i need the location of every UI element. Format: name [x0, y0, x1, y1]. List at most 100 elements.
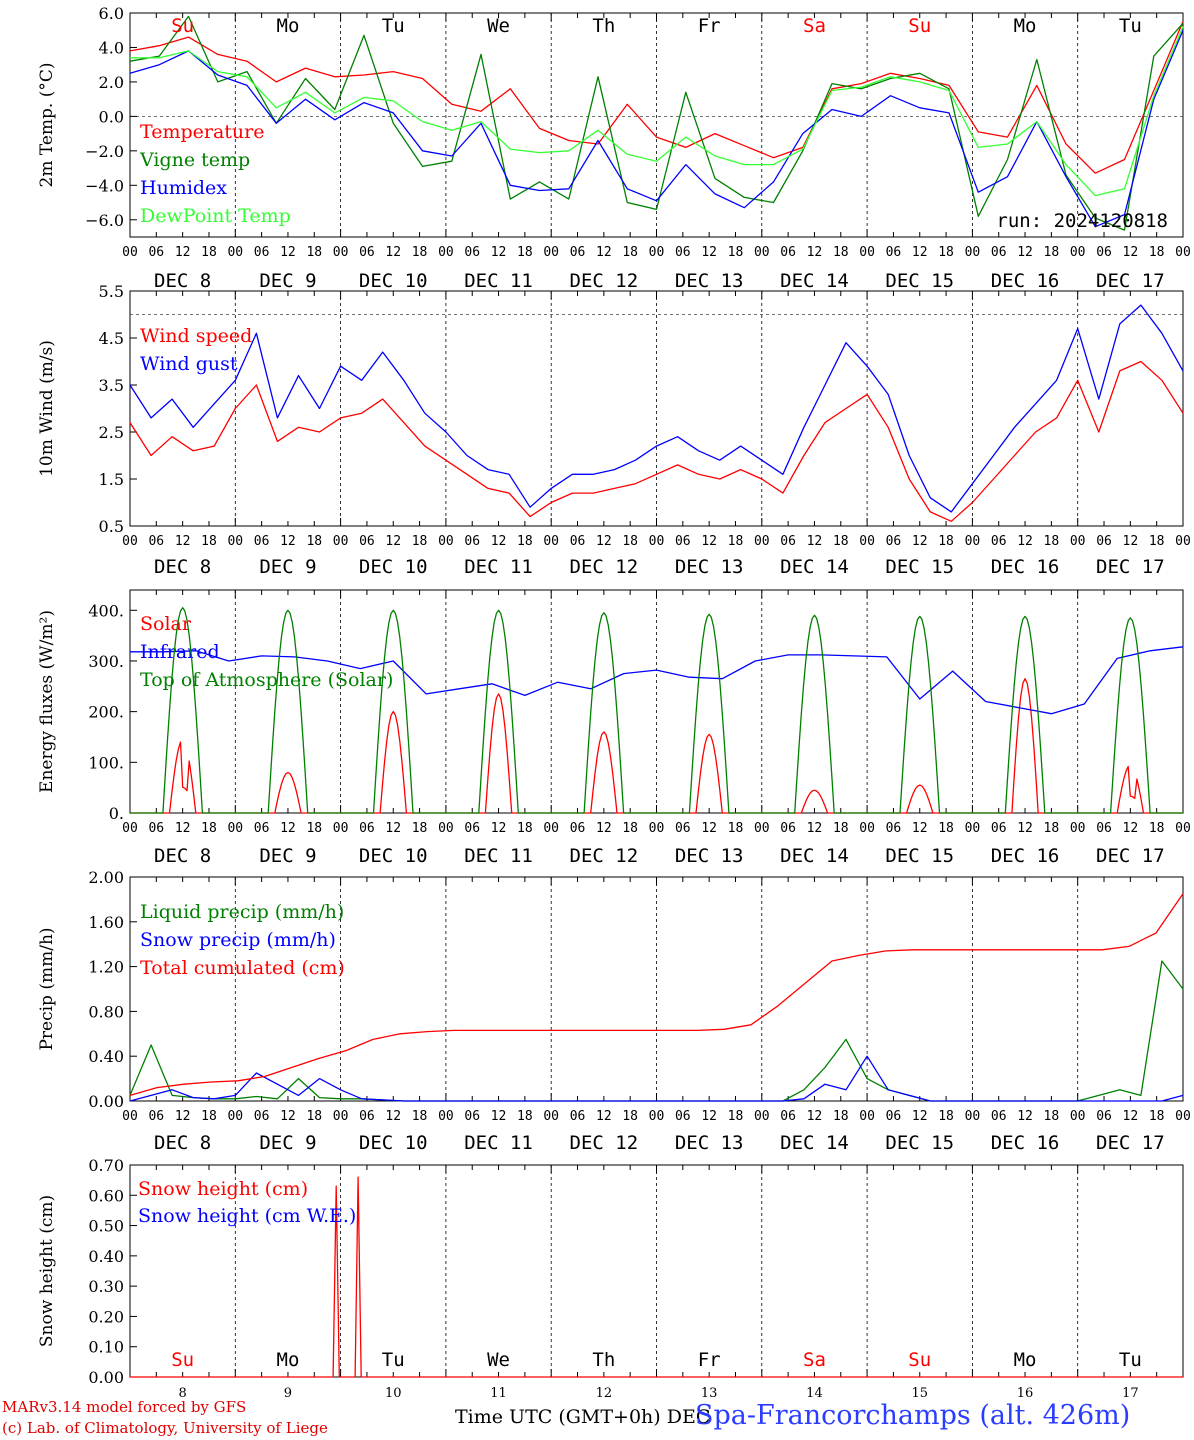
day-name-top: Th: [592, 15, 615, 37]
day-name-bottom: Su: [171, 1349, 194, 1371]
date-label: DEC 12: [570, 845, 639, 867]
date-label: DEC 12: [570, 1132, 639, 1154]
hour-tick-label: 00: [543, 245, 559, 260]
series-line-blue: [129, 29, 1184, 228]
series-line-red: [130, 1176, 1183, 1378]
hour-tick-label: 18: [201, 821, 217, 836]
date-label: DEC 9: [259, 270, 316, 292]
series-line-red: [129, 360, 1184, 522]
date-label: DEC 14: [780, 1132, 849, 1154]
y-tick-label: 0.: [109, 804, 124, 823]
date-label: DEC 13: [675, 556, 744, 578]
date-label: DEC 13: [675, 270, 744, 292]
hour-tick-label: 18: [1044, 534, 1060, 549]
day-name-top: Tu: [1119, 15, 1142, 37]
hour-tick-label: 18: [412, 1109, 428, 1124]
hour-tick-label: 12: [385, 821, 401, 836]
hour-tick-label: 06: [570, 821, 586, 836]
hour-tick-label: 18: [938, 821, 954, 836]
day-number: 14: [806, 1386, 823, 1401]
hour-tick-label: 18: [201, 1109, 217, 1124]
date-label: DEC 17: [1096, 845, 1165, 867]
day-number: 13: [701, 1386, 718, 1401]
y-tick-label: 0.40: [88, 1247, 124, 1266]
legend-entry-red: Temperature: [140, 121, 264, 143]
day-name-bottom: We: [487, 1349, 510, 1371]
hour-tick-label: 12: [491, 1109, 507, 1124]
y-tick-label: 1.5: [99, 470, 124, 489]
hour-tick-label: 12: [1123, 821, 1139, 836]
hour-tick-label: 06: [886, 821, 902, 836]
hour-tick-label: 06: [148, 534, 164, 549]
hour-tick-label: 12: [596, 245, 612, 260]
hour-tick-label: 12: [385, 534, 401, 549]
hour-tick-label: 18: [622, 821, 638, 836]
y-tick-label: 5.5: [99, 282, 124, 301]
hour-tick-label: 12: [912, 1109, 928, 1124]
hour-tick-label: 06: [570, 534, 586, 549]
hour-tick-label: 06: [359, 534, 375, 549]
hour-tick-label: 18: [517, 821, 533, 836]
hour-tick-label: 06: [570, 245, 586, 260]
model-credit: MARv3.14 model forced by GFS: [2, 1398, 247, 1416]
day-name-top: Mo: [277, 15, 300, 37]
y-tick-label: 0.20: [88, 1307, 124, 1326]
series-line-blue: [130, 646, 1184, 715]
hour-tick-label: 12: [596, 534, 612, 549]
date-label: DEC 16: [991, 270, 1060, 292]
hour-tick-label: 12: [701, 245, 717, 260]
hour-tick-label: 12: [280, 821, 296, 836]
date-label: DEC 13: [675, 845, 744, 867]
hour-tick-label: 12: [701, 1109, 717, 1124]
hour-tick-label: 00: [649, 245, 665, 260]
hour-tick-label: 06: [675, 534, 691, 549]
hour-tick-label: 12: [175, 245, 191, 260]
date-label: DEC 10: [359, 1132, 428, 1154]
hour-tick-label: 06: [254, 245, 270, 260]
hour-tick-label: 12: [280, 534, 296, 549]
y-axis-label: Snow height (cm): [37, 1195, 57, 1347]
hour-tick-label: 00: [649, 534, 665, 549]
hour-tick-label: 12: [1017, 821, 1033, 836]
station-name: Spa-Francorchamps (alt. 426m): [695, 1400, 1131, 1431]
hour-tick-label: 12: [912, 245, 928, 260]
hour-tick-label: 06: [675, 821, 691, 836]
y-axis-label: 2m Temp. (°C): [37, 62, 57, 187]
hour-tick-label: 00: [649, 1109, 665, 1124]
hour-tick-label: 12: [280, 245, 296, 260]
hour-tick-label: 00: [754, 821, 770, 836]
hour-tick-label: 00: [543, 821, 559, 836]
y-axis-label: Energy fluxes (W/m²): [37, 610, 57, 793]
y-tick-label: 0.00: [88, 1368, 124, 1387]
hour-tick-label: 06: [780, 534, 796, 549]
day-name-bottom: Mo: [277, 1349, 300, 1371]
hour-tick-label: 06: [675, 245, 691, 260]
hour-tick-label: 12: [912, 821, 928, 836]
hour-tick-label: 18: [306, 1109, 322, 1124]
hour-tick-label: 00: [333, 245, 349, 260]
y-tick-label: 0.80: [88, 1002, 124, 1021]
y-tick-label: 1.20: [88, 958, 124, 977]
hour-tick-label: 12: [175, 1109, 191, 1124]
hour-tick-label: 18: [412, 245, 428, 260]
series-line-green: [129, 15, 1184, 231]
legend-entry-red: Total cumulated (cm): [140, 957, 345, 979]
day-number: 17: [1122, 1386, 1139, 1401]
y-tick-label: 3.5: [99, 376, 124, 395]
hour-tick-label: 06: [991, 245, 1007, 260]
hour-tick-label: 18: [306, 534, 322, 549]
date-label: DEC 8: [154, 270, 211, 292]
hour-tick-label: 00: [122, 821, 138, 836]
hour-tick-label: 06: [359, 1109, 375, 1124]
y-tick-label: −6.0: [85, 211, 124, 230]
legend-entry-green: Liquid precip (mm/h): [140, 901, 344, 923]
hour-tick-label: 00: [438, 821, 454, 836]
date-label: DEC 8: [154, 1132, 211, 1154]
hour-tick-label: 00: [1175, 245, 1191, 260]
hour-tick-label: 00: [859, 821, 875, 836]
hour-tick-label: 06: [780, 1109, 796, 1124]
y-tick-label: −2.0: [85, 142, 124, 161]
date-label: DEC 8: [154, 845, 211, 867]
y-tick-label: 200.: [88, 703, 124, 722]
y-axis-label: 10m Wind (m/s): [37, 340, 57, 477]
